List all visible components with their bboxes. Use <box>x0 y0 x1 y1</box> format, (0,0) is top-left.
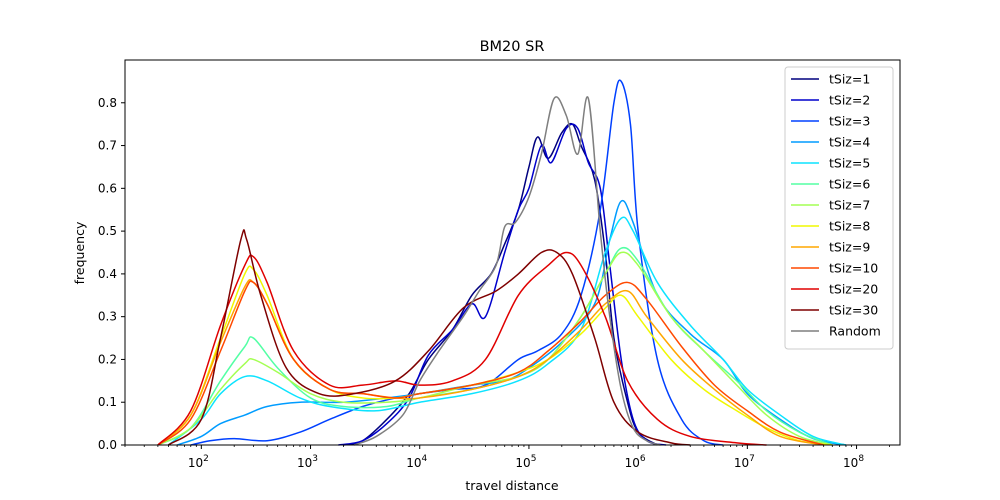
series-line-8 <box>157 265 833 446</box>
y-tick-label: 0.3 <box>98 310 117 324</box>
series-line-9 <box>157 279 824 446</box>
series-line-7 <box>157 251 833 446</box>
series-line-3 <box>190 79 724 446</box>
legend: tSiz=1 tSiz=2 tSiz=3 tSiz=4 tSiz=5 tSiz=6 tSiz… <box>784 66 894 350</box>
legend-label: tSiz=6 <box>829 177 870 192</box>
series-line-13 <box>353 96 661 446</box>
y-tick-label: 0.5 <box>98 224 117 238</box>
x-tick-exponent: 6 <box>640 454 646 464</box>
x-tick-label: 104 <box>406 454 427 470</box>
legend-label: tSiz=3 <box>829 114 870 129</box>
x-tick-base: 10 <box>843 456 858 470</box>
legend-label: tSiz=30 <box>829 303 878 318</box>
x-tick-exponent: 8 <box>858 454 864 464</box>
x-tick-label: 106 <box>625 454 646 470</box>
x-tick-base: 10 <box>406 456 421 470</box>
legend-box <box>784 66 894 350</box>
x-tick-base: 10 <box>297 456 312 470</box>
chart-title: BM20 SR <box>480 39 545 55</box>
y-tick-label: 0.1 <box>98 395 117 409</box>
legend-label: tSiz=1 <box>829 72 870 87</box>
legend-label: tSiz=4 <box>829 135 870 150</box>
x-tick-label: 103 <box>297 454 318 470</box>
y-tick-label: 0.4 <box>98 267 117 281</box>
y-tick-label: 0.7 <box>98 139 117 153</box>
x-tick-label: 108 <box>843 454 864 470</box>
series-line-5 <box>167 216 847 446</box>
x-tick-base: 10 <box>188 456 203 470</box>
x-tick-label: 102 <box>188 454 209 470</box>
x-tick-exponent: 4 <box>422 454 428 464</box>
plot-lines <box>157 79 847 446</box>
series-line-12 <box>167 229 691 446</box>
x-tick-label: 107 <box>734 454 755 470</box>
legend-label: tSiz=10 <box>829 261 878 276</box>
x-tick-base: 10 <box>734 456 749 470</box>
x-axis-label: travel distance <box>465 478 559 493</box>
y-tick-label: 0.0 <box>98 438 117 452</box>
y-axis: 0.0 0.1 0.2 0.3 0.4 0.5 0.6 0.7 0.8 <box>98 96 125 452</box>
plot-frame <box>124 59 901 446</box>
series-line-11 <box>157 251 767 446</box>
legend-label: tSiz=7 <box>829 198 870 213</box>
series-line-10 <box>157 280 824 446</box>
legend-label: tSiz=8 <box>829 219 870 234</box>
legend-label: tSiz=20 <box>829 282 878 297</box>
legend-label: Random <box>829 324 881 339</box>
legend-label: tSiz=2 <box>829 93 870 108</box>
x-tick-label: 105 <box>515 454 536 470</box>
legend-label: tSiz=5 <box>829 156 870 171</box>
series-line-2 <box>338 123 667 446</box>
x-tick-exponent: 7 <box>749 454 755 464</box>
y-tick-label: 0.8 <box>98 96 117 110</box>
legend-label: tSiz=9 <box>829 240 870 255</box>
x-tick-base: 10 <box>625 456 640 470</box>
y-tick-label: 0.2 <box>98 352 117 366</box>
y-tick-label: 0.6 <box>98 181 117 195</box>
x-tick-base: 10 <box>515 456 530 470</box>
x-tick-exponent: 5 <box>531 454 537 464</box>
x-axis: 102 103 104 105 106 107 108 <box>124 445 890 470</box>
y-axis-label: frequency <box>72 221 87 284</box>
x-tick-exponent: 3 <box>312 454 318 464</box>
x-tick-exponent: 2 <box>203 454 209 464</box>
